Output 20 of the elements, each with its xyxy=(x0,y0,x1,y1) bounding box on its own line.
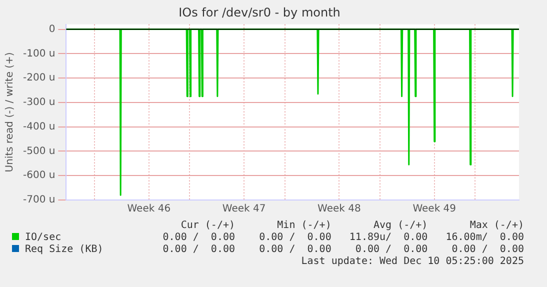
text: Cur (-/+) Min (-/+) Avg (-/+) Max (-/+) xyxy=(180,220,524,232)
x-tick-label: Week 49 xyxy=(412,204,456,215)
y-tick-label: -500 u xyxy=(22,146,56,157)
x-tick-label: Week 47 xyxy=(222,204,266,215)
legend-label: IO/sec xyxy=(25,232,62,243)
x-tick-label: Week 48 xyxy=(318,204,361,215)
chart-title: IOs for /dev/sr0 - by month xyxy=(178,5,340,20)
y-tick-label: -600 u xyxy=(22,170,56,182)
text: Last update: Wed Dec 10 05:25:00 2025 xyxy=(301,256,524,268)
y-tick-label: -200 u xyxy=(22,72,56,84)
y-tick-label: -400 u xyxy=(22,121,56,132)
legend-label: Req Size (KB) xyxy=(25,244,104,255)
text: 0.00 / 0.00 0.00 / 0.00 0.00 / 0.00 0.00 / 0.00 xyxy=(162,244,524,256)
y-tick-label: 0 xyxy=(48,24,56,35)
y-tick-label: -100 u xyxy=(22,48,56,60)
y-tick-label: -300 u xyxy=(22,97,56,108)
y-axis-title: Units read (-) / write (+) xyxy=(4,52,16,172)
x-tick-label: Week 46 xyxy=(127,204,171,215)
y-tick-label: -700 u xyxy=(22,194,56,206)
text: 0.00 / 0.00 0.00 / 0.00 11.89u/ 0.00 16.00m/ 0.00 xyxy=(162,232,524,244)
